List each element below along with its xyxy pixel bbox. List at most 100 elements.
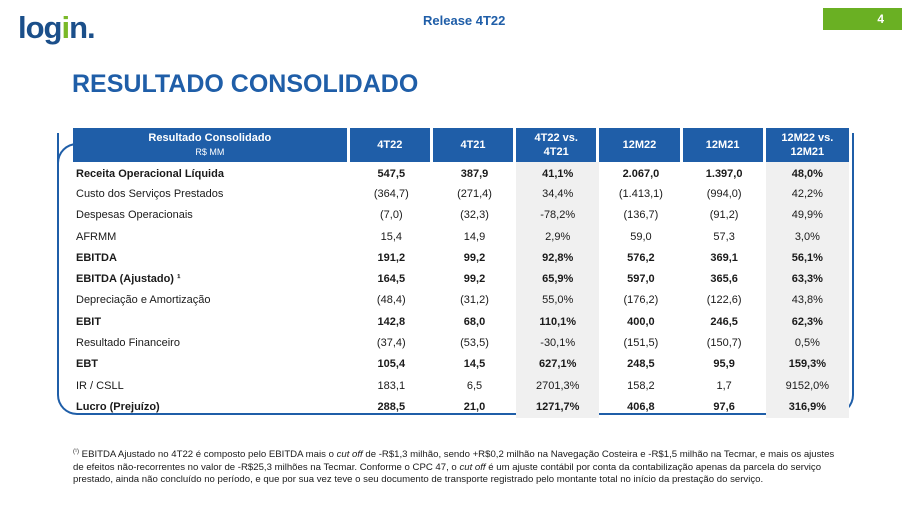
release-label: Release 4T22 — [423, 13, 506, 28]
row-label: Lucro (Prejuízo) — [76, 400, 160, 413]
row-value: (91,2) — [709, 209, 739, 222]
row-value: 63,3% — [765, 268, 849, 290]
column-header: 4T22 vs. 4T21 — [516, 128, 600, 162]
footnote: (¹) EBITDA Ajustado no 4T22 é composto p… — [73, 446, 843, 487]
row-value: (122,6) — [706, 294, 742, 307]
row-value: 597,0 — [627, 273, 655, 286]
row-value: 365,6 — [710, 273, 738, 286]
row-value: 191,2 — [377, 251, 406, 264]
row-label: EBIT — [76, 315, 102, 328]
row-value: 0,5% — [765, 332, 849, 354]
row-value: (151,5) — [623, 337, 659, 350]
logo-text-i: i — [61, 10, 71, 45]
table-frame — [57, 133, 854, 415]
table-row: Depreciação e Amortização (48,4) (31,2) 55,… — [73, 289, 849, 312]
row-value: 1271,7% — [516, 396, 600, 418]
table-row: EBT 105,4 14,5 627,1% 248,5 95,9 159,3% — [73, 353, 849, 375]
row-value: 400,0 — [627, 315, 655, 328]
row-value: 547,5 — [377, 167, 406, 180]
table-row: Resultado Financeiro (37,4) (53,5) -30,1% (1… — [73, 332, 849, 354]
footnote-italic: cut off — [459, 461, 486, 473]
row-value: 158,2 — [627, 379, 655, 392]
row-value: 99,2 — [463, 251, 486, 264]
row-value: (37,4) — [376, 337, 406, 350]
row-value: 159,3% — [765, 353, 849, 375]
footnote-text: é um ajuste contábil por conta da contab… — [73, 461, 822, 486]
table-row: IR / CSLL 183,1 6,5 2701,3% 158,2 1,7 9152,0% — [73, 374, 849, 397]
table-body: Receita Operacional Líquida 547,5 387,9 41,… — [73, 162, 849, 418]
row-value: 21,0 — [463, 400, 486, 413]
row-value: 48,0% — [765, 162, 849, 184]
row-value: (994,0) — [706, 187, 742, 200]
row-value: 316,9% — [765, 396, 849, 418]
row-value: (176,2) — [623, 294, 659, 307]
row-value: (271,4) — [457, 187, 492, 200]
row-value: 65,9% — [516, 268, 600, 290]
row-value: 14,5 — [463, 358, 486, 371]
row-value: 246,5 — [710, 315, 738, 328]
row-value: (53,5) — [460, 337, 489, 350]
row-value: 97,6 — [713, 400, 735, 413]
row-label: Despesas Operacionais — [76, 209, 193, 222]
company-logo: login. — [18, 10, 96, 46]
table-row: Despesas Operacionais (7,0) (32,3) -78,2% (1… — [73, 204, 849, 226]
row-value: (7,0) — [379, 209, 403, 222]
row-value: 627,1% — [516, 353, 600, 375]
header-label-cell: Resultado Consolidado R$ MM — [73, 128, 350, 162]
row-value: 9152,0% — [765, 374, 849, 397]
results-table: Resultado Consolidado R$ MM 4T22 4T21 4T… — [73, 128, 849, 418]
column-header: 12M22 vs. 12M21 — [765, 128, 849, 162]
row-value: 406,8 — [627, 400, 655, 413]
row-value: 248,5 — [627, 358, 655, 371]
row-value: (48,4) — [376, 294, 406, 307]
row-value: 99,2 — [463, 273, 486, 286]
table-row: AFRMM 15,4 14,9 2,9% 59,0 57,3 3,0% — [73, 225, 849, 248]
row-label: Custo dos Serviços Prestados — [76, 187, 224, 200]
table-row: Receita Operacional Líquida 547,5 387,9 41,… — [73, 162, 849, 184]
row-value: 57,3 — [713, 230, 735, 243]
row-value: 34,4% — [516, 183, 600, 205]
page-title: RESULTADO CONSOLIDADO — [72, 70, 419, 98]
row-value: 576,2 — [627, 251, 655, 264]
row-value: 42,2% — [765, 183, 849, 205]
logo-text-end: n. — [69, 10, 96, 45]
logo-text-main: log — [18, 10, 62, 45]
footnote-text: de -R$1,3 milhão, sendo +R$0,2 milhão na… — [73, 449, 835, 473]
table-row: EBIT 142,8 68,0 110,1% 400,0 246,5 62,3% — [73, 311, 849, 333]
row-value: -78,2% — [516, 204, 600, 226]
row-label: EBITDA (Ajustado) ¹ — [76, 273, 181, 286]
row-label: Depreciação e Amortização — [76, 294, 211, 307]
row-label: IR / CSLL — [76, 379, 124, 392]
row-value: 68,0 — [463, 315, 486, 328]
row-label: EBT — [76, 358, 98, 371]
header-label: Resultado Consolidado — [148, 132, 272, 144]
row-value: 41,1% — [516, 162, 600, 184]
row-label: EBITDA — [76, 251, 117, 264]
table-row: Lucro (Prejuízo) 288,5 21,0 1271,7% 406,8 97,… — [73, 396, 849, 418]
row-value: 6,5 — [466, 379, 483, 392]
row-value: 2.067,0 — [622, 167, 660, 180]
row-value: 164,5 — [377, 273, 406, 286]
table-row: Custo dos Serviços Prestados (364,7) (271,… — [73, 183, 849, 205]
row-value: 110,1% — [516, 311, 600, 333]
row-value: 2,9% — [516, 225, 600, 248]
row-value: 288,5 — [377, 400, 406, 413]
column-header: 12M21 — [682, 128, 766, 162]
row-value: 62,3% — [765, 311, 849, 333]
row-label: AFRMM — [76, 230, 117, 243]
row-value: (150,7) — [706, 337, 742, 350]
row-value: 59,0 — [630, 230, 652, 243]
row-label: Receita Operacional Líquida — [76, 167, 224, 180]
table-row: EBITDA 191,2 99,2 92,8% 576,2 369,1 56,1% — [73, 247, 849, 269]
row-value: 55,0% — [516, 289, 600, 312]
header-sublabel: R$ MM — [195, 147, 225, 157]
row-value: 387,9 — [460, 167, 489, 180]
row-value: (1.413,1) — [618, 187, 663, 200]
row-value: 56,1% — [765, 247, 849, 269]
row-value: 49,9% — [765, 204, 849, 226]
row-value: 92,8% — [516, 247, 600, 269]
row-value: 183,1 — [377, 379, 406, 392]
row-value: 43,8% — [765, 289, 849, 312]
row-value: 3,0% — [765, 225, 849, 248]
row-value: 15,4 — [380, 230, 403, 243]
